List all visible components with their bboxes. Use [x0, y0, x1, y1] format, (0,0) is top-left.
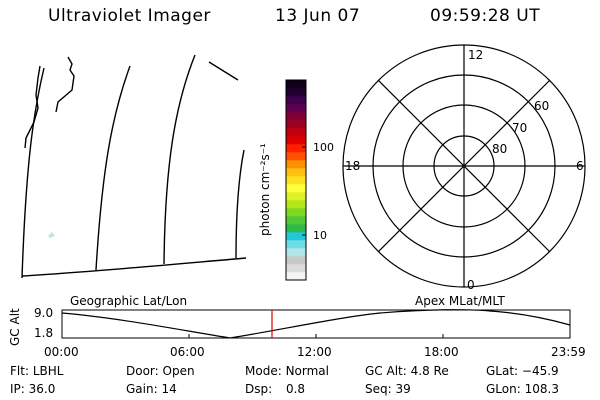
mlt-label-6: 6: [576, 159, 584, 173]
status-filter: Flt: LBHL: [10, 364, 64, 378]
polar-panel-label: Apex MLat/MLT: [415, 294, 505, 308]
colorbar-swatch: [286, 256, 306, 265]
status-seq-value: 39: [395, 382, 411, 396]
colorbar-swatch: [286, 144, 306, 153]
mlt-label-12: 12: [468, 48, 483, 62]
colorbar-swatch: [286, 128, 306, 137]
status-dsp: Dsp: 0.8: [245, 382, 306, 396]
colorbar-swatch: [286, 168, 306, 177]
colorbar-swatch: [286, 96, 306, 105]
status-ip: IP: 36.0: [10, 382, 56, 396]
imager-title: Ultraviolet Imager: [48, 6, 211, 26]
status-glon: GLon: 108.3: [486, 382, 559, 396]
altitude-xtick-1800: 18:00: [424, 345, 459, 359]
meridian-line: [163, 54, 196, 265]
lat-label-60: 60: [534, 99, 549, 113]
colorbar-frame: [285, 79, 307, 281]
colorbar-swatch: [286, 152, 306, 161]
colorbar-swatch: [286, 224, 306, 233]
status-seq: Seq: 39: [365, 382, 411, 396]
altitude-ytick-9: 9.0: [34, 306, 54, 320]
colorbar-swatch: [286, 160, 306, 169]
status-ip-value: 36.0: [28, 382, 56, 396]
meridian-line: [21, 67, 45, 279]
status-gc-alt-value: 4.8 Re: [410, 364, 449, 378]
colorbar-swatch: [286, 216, 306, 225]
mlt-label-0: 0: [467, 278, 475, 292]
altitude-curve: [61, 309, 571, 339]
status-mode-value: Normal: [285, 364, 329, 378]
status-gain: Gain: 14: [126, 382, 177, 396]
coastline: [55, 56, 75, 113]
status-mode: Mode: Normal: [245, 364, 329, 378]
colorbar-swatch: [286, 136, 306, 145]
colorbar: [285, 79, 307, 281]
colorbar-swatch: [286, 80, 306, 89]
altitude-ytick-1-8: 1.8: [34, 326, 54, 340]
altitude-xtick-2359: 23:59: [551, 345, 586, 359]
polar-plot: [342, 44, 586, 288]
colorbar-swatch: [286, 272, 306, 281]
colorbar-swatch: [286, 232, 306, 241]
geographic-map-panel: [21, 54, 247, 279]
colorbar-unit-label: photon cm⁻²s⁻¹: [258, 143, 272, 236]
time-label: 09:59:28 UT: [430, 6, 541, 26]
mlt-diagonal: [377, 79, 551, 253]
status-filter-value: LBHL: [32, 364, 64, 378]
colorbar-swatch: [286, 88, 306, 97]
colorbar-swatch: [286, 208, 306, 217]
status-glat-value: −45.9: [521, 364, 559, 378]
meridian-line: [235, 149, 245, 259]
status-door: Door: Open: [126, 364, 195, 378]
altitude-plot-frame: [61, 309, 571, 339]
date-label: 13 Jun 07: [275, 6, 361, 26]
altitude-xtick-0600: 06:00: [170, 345, 205, 359]
colorbar-swatch: [286, 192, 306, 201]
status-door-value: Open: [162, 364, 195, 378]
status-glon-value: 108.3: [524, 382, 559, 396]
colorbar-swatch: [286, 104, 306, 113]
status-dsp-value: 0.8: [285, 382, 306, 396]
colorbar-tick-10: 10: [313, 229, 327, 242]
status-gc-alt: GC Alt: 4.8 Re: [365, 364, 449, 378]
lat-label-80: 80: [492, 142, 507, 156]
colorbar-swatch: [286, 184, 306, 193]
colorbar-swatch: [286, 240, 306, 249]
status-gain-value: 14: [161, 382, 177, 396]
lat-label-70: 70: [512, 121, 527, 135]
latitude-line: [21, 257, 247, 277]
colorbar-swatch: [286, 112, 306, 121]
colorbar-tick-100: 100: [313, 141, 334, 154]
meridian-line: [208, 61, 239, 81]
coastline: [24, 65, 41, 149]
auroral-speck: [48, 232, 55, 238]
mlt-label-18: 18: [345, 159, 360, 173]
colorbar-swatch: [286, 264, 306, 273]
altitude-xtick-1200: 12:00: [297, 345, 332, 359]
altitude-xtick-0000: 00:00: [44, 345, 79, 359]
geographic-panel-label: Geographic Lat/Lon: [70, 294, 188, 308]
status-glat: GLat: −45.9: [486, 364, 559, 378]
altitude-plot: [61, 309, 571, 339]
colorbar-swatch: [286, 176, 306, 185]
colorbar-swatch: [286, 200, 306, 209]
meridian-line: [95, 65, 131, 271]
colorbar-swatch: [286, 120, 306, 129]
altitude-ylabel: GC Alt: [8, 308, 22, 346]
colorbar-swatch: [286, 248, 306, 257]
